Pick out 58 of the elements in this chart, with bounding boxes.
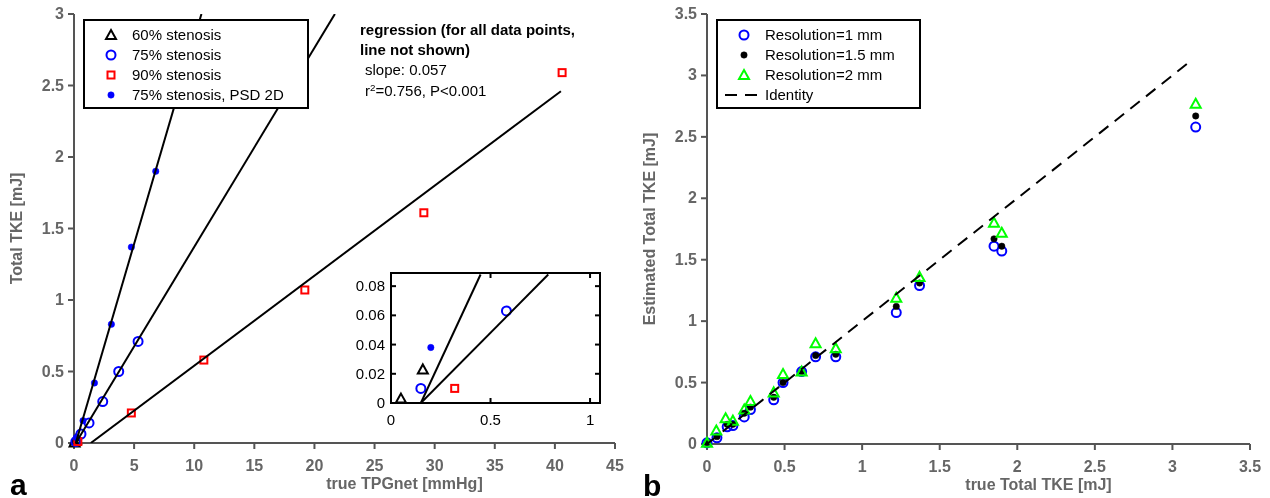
x-tick-label: 0 bbox=[702, 458, 712, 475]
x-tick-label: 0 bbox=[69, 457, 79, 474]
y-tick-label: 0.04 bbox=[355, 335, 385, 353]
legend-label: 75% stenosis bbox=[132, 46, 222, 63]
y-tick-label: 1.5 bbox=[41, 219, 65, 237]
y-tick-label: 2 bbox=[55, 148, 65, 165]
x-tick-label: 1 bbox=[857, 458, 867, 475]
y-tick-label: 1 bbox=[688, 312, 698, 330]
x-tick-label: 40 bbox=[545, 457, 564, 474]
annotation: slope: 0.057 bbox=[365, 61, 447, 78]
x-tick-label: 15 bbox=[245, 457, 264, 474]
x-tick-label: 2.5 bbox=[1083, 458, 1107, 475]
y-tick-label: 3 bbox=[55, 5, 65, 22]
x-tick-label: 30 bbox=[425, 457, 444, 474]
x-tick-label: 3.5 bbox=[1238, 458, 1262, 475]
legend-label: 90% stenosis bbox=[132, 66, 222, 83]
y-tick-label: 2.5 bbox=[674, 127, 698, 145]
x-tick-label: 1 bbox=[585, 411, 595, 428]
x-tick-label: 20 bbox=[305, 457, 324, 474]
y-axis-title: Estimated Total TKE [mJ] bbox=[641, 132, 658, 326]
y-tick-label: 2 bbox=[688, 189, 698, 207]
y-axis-title: Total TKE [mJ] bbox=[8, 172, 25, 285]
text: b bbox=[643, 469, 662, 498]
x-tick-label: 35 bbox=[485, 457, 504, 474]
x-tick-label: 3 bbox=[1167, 458, 1177, 475]
y-tick-label: 0 bbox=[376, 394, 385, 411]
x-axis-title: true TPGnet [mmHg] bbox=[326, 475, 483, 492]
y-tick-label: 3.5 bbox=[674, 5, 698, 22]
legend-label: Resolution=2 mm bbox=[765, 66, 883, 83]
legend-label: Identity bbox=[765, 86, 814, 103]
x-tick-label: 0.5 bbox=[480, 411, 501, 428]
x-tick-label: 25 bbox=[365, 457, 384, 474]
legend-label: 60% stenosis bbox=[132, 26, 222, 43]
legend-label: Resolution=1 mm bbox=[765, 26, 883, 43]
y-tick-label: 0.5 bbox=[674, 373, 698, 391]
annotation: r$^{2}$=0.756, P<0.001 bbox=[365, 81, 487, 99]
y-tick-label: 2.5 bbox=[41, 76, 65, 94]
y-tick-label: 0.08 bbox=[355, 277, 385, 295]
legend-label: 75% stenosis, PSD 2D bbox=[132, 86, 284, 103]
x-axis-title: true Total TKE [mJ] bbox=[965, 476, 1112, 493]
y-tick-label: 0.5 bbox=[41, 362, 65, 380]
legend-label: Resolution=1.5 mm bbox=[765, 46, 895, 63]
y-tick-label: 1.5 bbox=[674, 250, 698, 268]
x-tick-label: 1.5 bbox=[928, 458, 951, 475]
annotation: regression (for all data points, line not shown) bbox=[360, 21, 576, 58]
y-tick-label: 1 bbox=[55, 291, 65, 308]
y-tick-label: 0.02 bbox=[355, 364, 385, 382]
y-tick-label: 3 bbox=[688, 66, 698, 84]
x-tick-label: 2 bbox=[1012, 458, 1022, 475]
x-tick-label: 0 bbox=[386, 411, 396, 428]
x-tick-label: 10 bbox=[185, 457, 204, 474]
x-tick-label: 0.5 bbox=[773, 458, 796, 475]
y-tick-label: 0 bbox=[55, 434, 65, 451]
x-tick-label: 5 bbox=[129, 457, 139, 474]
y-tick-label: 0 bbox=[688, 435, 698, 452]
y-tick-label: 0.06 bbox=[355, 306, 385, 324]
x-tick-label: 45 bbox=[606, 457, 624, 474]
text: a bbox=[10, 468, 27, 498]
